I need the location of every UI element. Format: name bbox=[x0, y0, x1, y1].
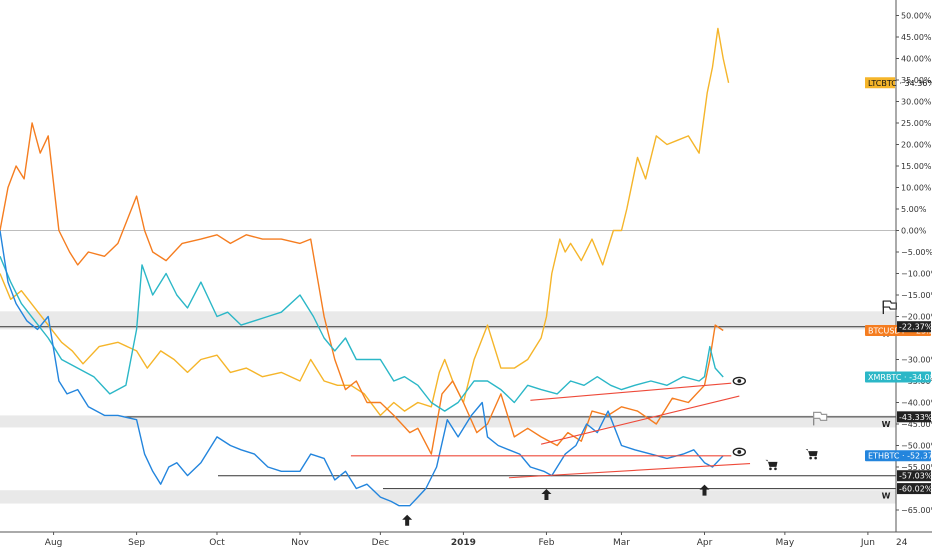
y-tick-label: −65.00% bbox=[901, 506, 932, 515]
x-tick-label: May bbox=[776, 538, 795, 548]
series-tag-ltcbtc-box bbox=[865, 77, 895, 89]
level-tag: -22.37% bbox=[897, 321, 932, 333]
cart-icon-body bbox=[805, 449, 818, 457]
y-tick-label: −45.00% bbox=[901, 420, 932, 429]
shaded-zone-0 bbox=[0, 311, 896, 330]
y-tick-label: 5.00% bbox=[901, 205, 927, 214]
y-tick-label: 40.00% bbox=[901, 55, 932, 64]
shaded-zone-2 bbox=[0, 490, 896, 504]
y-tick-label: 45.00% bbox=[901, 33, 932, 42]
level-tag: -57.03% bbox=[897, 470, 932, 482]
y-tick-label: 30.00% bbox=[901, 98, 932, 107]
y-tick-label: 10.00% bbox=[901, 184, 932, 193]
y-tick-label: 50.00% bbox=[901, 12, 932, 21]
level-tag-text: -57.03% bbox=[899, 472, 932, 481]
level-tag: -43.33% bbox=[897, 411, 932, 423]
x-tick-label: Mar bbox=[613, 538, 630, 548]
y-tick-label: −30.00% bbox=[901, 356, 932, 365]
series-line-ltcbtc bbox=[0, 27, 730, 417]
level-tag-text: -43.33% bbox=[899, 413, 932, 422]
series-line-ethbtc bbox=[0, 230, 724, 507]
y-tick-label: 0.00% bbox=[901, 227, 927, 236]
cart-icon bbox=[805, 449, 818, 460]
level-tag-box bbox=[897, 321, 931, 333]
series-tag-ltcbtc: LTCBTC · 34.36% bbox=[865, 77, 932, 89]
y-tick-label: 15.00% bbox=[901, 162, 932, 171]
level-w-marker-1: W bbox=[882, 420, 891, 429]
eye-icon bbox=[732, 376, 747, 386]
x-tick-label: 24 bbox=[896, 538, 908, 548]
cart-icon bbox=[765, 459, 778, 471]
series-tag-xmrbtc-text: XMRBTC · -34.08% bbox=[868, 373, 932, 382]
cart-icon-wheel bbox=[769, 467, 772, 471]
level-tag-text: -22.37% bbox=[899, 323, 932, 332]
time-axis[interactable]: Aug Sep Oct Nov Dec 2019 Feb Mar Apr May Jun 24 bbox=[45, 532, 908, 548]
cart-icon-wheel bbox=[809, 456, 812, 460]
level-tag-box bbox=[897, 411, 931, 423]
x-tick-label: Apr bbox=[697, 538, 713, 548]
y-tick-label: −50.00% bbox=[901, 442, 932, 451]
series-tag-ltcbtc-text: LTCBTC · 34.36% bbox=[868, 79, 932, 88]
axis-value-tags: LTCBTC · 34.36%BTCUSDT · -23.25%XMRBTC ·… bbox=[865, 77, 932, 495]
level-w-marker-3: W bbox=[882, 492, 891, 501]
y-tick-label: 20.00% bbox=[901, 141, 932, 150]
up-arrow-icon bbox=[699, 484, 710, 496]
x-tick-label: Sep bbox=[128, 538, 145, 548]
cart-icon-body bbox=[765, 459, 778, 467]
x-tick-label: 2019 bbox=[451, 538, 476, 548]
cart-icon-wheel bbox=[774, 467, 777, 471]
x-tick-label: Jun bbox=[860, 538, 875, 548]
y-tick-label: −20.00% bbox=[901, 313, 932, 322]
x-tick-label: Aug bbox=[45, 538, 63, 548]
series-tag-ethbtc-box bbox=[865, 450, 931, 462]
horizontal-levels: WWW bbox=[0, 230, 896, 501]
series-tag-xmrbtc: XMRBTC · -34.08% bbox=[865, 371, 932, 383]
series-tag-xmrbtc-box bbox=[865, 371, 931, 383]
eye-icon-pupil bbox=[737, 450, 742, 454]
y-tick-label: −15.00% bbox=[901, 291, 932, 300]
x-tick-label: Nov bbox=[291, 538, 309, 548]
y-tick-label: 25.00% bbox=[901, 119, 932, 128]
trendline-2 bbox=[540, 395, 740, 445]
level-tag-box bbox=[897, 470, 931, 482]
level-tag-text: -60.02% bbox=[899, 485, 932, 494]
eye-icon-pupil bbox=[737, 379, 742, 383]
up-arrow-icon bbox=[541, 488, 552, 500]
level-tag-box bbox=[897, 483, 931, 495]
series-line-xmrbtc bbox=[0, 256, 724, 412]
x-tick-label: Dec bbox=[372, 538, 389, 548]
x-tick-label: Feb bbox=[538, 538, 554, 548]
y-tick-label: 35.00% bbox=[901, 76, 932, 85]
y-tick-label: −55.00% bbox=[901, 463, 932, 472]
flag-icon bbox=[882, 300, 897, 315]
flag-icon-cloth bbox=[813, 411, 828, 422]
flag-icon bbox=[813, 411, 828, 426]
trendline-3 bbox=[508, 463, 751, 479]
series-lines bbox=[0, 27, 730, 507]
y-tick-label: −40.00% bbox=[901, 399, 932, 408]
up-arrow-icon bbox=[402, 514, 413, 526]
y-tick-label: −10.00% bbox=[901, 270, 932, 279]
series-tag-ethbtc: ETHBTC · -52.37% bbox=[865, 450, 932, 462]
cart-icon-wheel bbox=[814, 456, 817, 460]
level-tag: -60.02% bbox=[897, 483, 932, 495]
trendline-1 bbox=[530, 382, 732, 401]
series-tag-ethbtc-text: ETHBTC · -52.37% bbox=[868, 452, 932, 461]
series-line-btcusdt bbox=[0, 122, 724, 455]
annotations bbox=[350, 300, 897, 526]
shaded-zones bbox=[0, 311, 896, 504]
eye-icon bbox=[732, 447, 747, 457]
x-tick-label: Oct bbox=[209, 538, 225, 548]
y-tick-label: −5.00% bbox=[901, 248, 932, 257]
